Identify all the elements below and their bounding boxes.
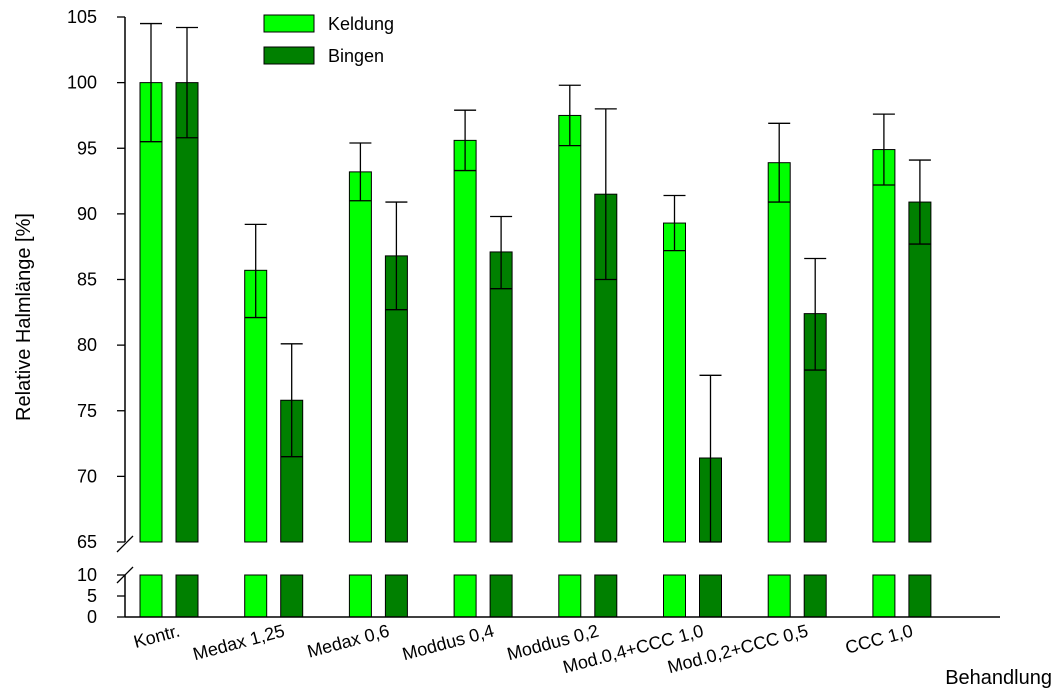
y-tick-label-90: 90 (77, 204, 97, 224)
bar-upper-bingen-ccc-1-0 (908, 201, 932, 543)
bar-upper-bingen-moddus-0-4 (489, 251, 513, 543)
category-label-medax-1-25: Medax 1,25 (191, 621, 287, 665)
bar-upper-keldung-medax-0-6 (348, 171, 372, 543)
x-axis-title: Behandlung (945, 667, 1052, 689)
bar-lower-bingen-medax-1-25 (280, 574, 304, 618)
legend: Keldung Bingen (263, 14, 394, 66)
y-tick-label-65: 65 (77, 532, 97, 552)
legend-label-keldung: Keldung (328, 14, 394, 34)
y-tick-label-75: 75 (77, 401, 97, 421)
bar-upper-keldung-mod-0-4-ccc-1-0 (663, 222, 686, 543)
bar-lower-bingen-medax-0-6 (384, 574, 408, 618)
bar-lower-bingen-mod-0-4-ccc-1-0 (699, 574, 722, 618)
y-tick-label-85: 85 (77, 270, 97, 290)
bar-upper-bingen-kontr (175, 82, 199, 543)
bar-upper-keldung-kontr (139, 82, 163, 543)
legend-swatch-bingen (263, 46, 315, 65)
bar-lower-keldung-moddus-0-2 (558, 574, 582, 618)
bar-lower-bingen-moddus-0-2 (594, 574, 618, 618)
bar-lower-bingen-mod-0-2-ccc-0-5 (803, 574, 827, 618)
category-label-medax-0-6: Medax 0,6 (305, 621, 391, 662)
bar-lower-keldung-ccc-1-0 (872, 574, 896, 618)
category-label-ccc-1-0: CCC 1,0 (843, 621, 915, 658)
bar-lower-keldung-kontr (139, 574, 163, 618)
bar-lower-bingen-ccc-1-0 (908, 574, 932, 618)
bar-upper-keldung-mod-0-2-ccc-0-5 (767, 162, 791, 543)
bar-lower-keldung-moddus-0-4 (453, 574, 477, 618)
category-label-moddus-0-4: Moddus 0,4 (400, 621, 496, 665)
bar-lower-keldung-medax-1-25 (244, 574, 268, 618)
y-tick-label-80: 80 (77, 335, 97, 355)
bar-upper-keldung-ccc-1-0 (872, 149, 896, 543)
legend-swatch-keldung (263, 14, 315, 33)
bar-lower-keldung-mod-0-4-ccc-1-0 (663, 574, 686, 618)
y-tick-label-lower-10: 10 (77, 565, 97, 585)
bar-lower-keldung-mod-0-2-ccc-0-5 (767, 574, 791, 618)
bar-lower-bingen-moddus-0-4 (489, 574, 513, 618)
y-axis-title: Relative Halmlänge [%] (13, 213, 35, 421)
bar-lower-keldung-medax-0-6 (348, 574, 372, 618)
y-tick-label-lower-0: 0 (87, 607, 97, 627)
y-tick-label-lower-5: 5 (87, 586, 97, 606)
bar-upper-keldung-moddus-0-4 (453, 139, 477, 543)
y-tick-label-95: 95 (77, 138, 97, 158)
axes-layer (116, 16, 1000, 618)
bars-layer (139, 22, 932, 618)
bar-lower-bingen-kontr (175, 574, 199, 618)
y-tick-label-105: 105 (67, 7, 97, 27)
bar-upper-keldung-moddus-0-2 (558, 114, 582, 543)
axis-break-mark-upper (116, 535, 134, 553)
y-tick-label-70: 70 (77, 466, 97, 486)
y-tick-label-100: 100 (67, 73, 97, 93)
legend-label-bingen: Bingen (328, 46, 384, 66)
category-label-kontr: Kontr. (131, 621, 182, 652)
